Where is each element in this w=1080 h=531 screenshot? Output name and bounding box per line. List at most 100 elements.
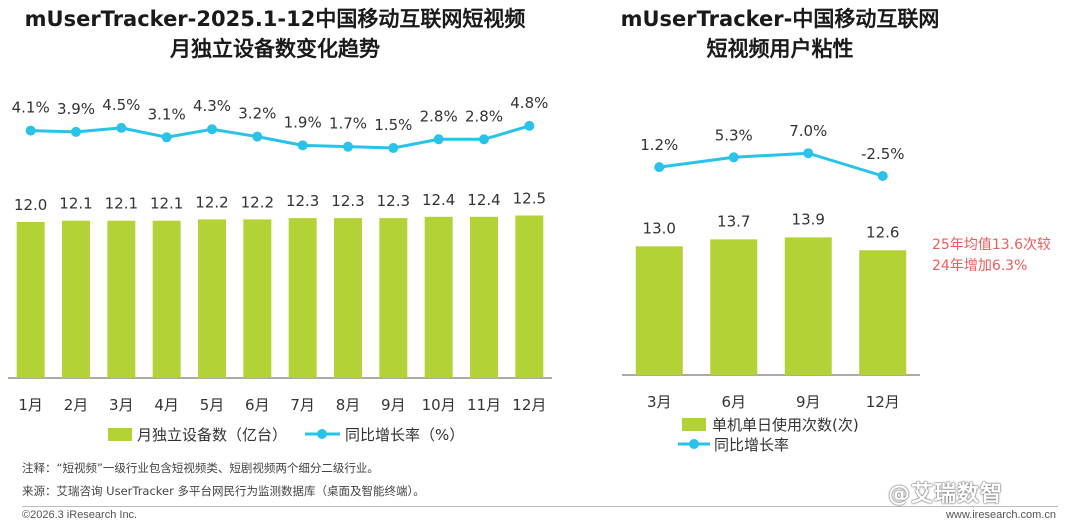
left-bar [62, 220, 90, 378]
left-bar [107, 220, 136, 378]
left-x-tick-label: 7月 [290, 396, 315, 414]
right-growth-point [654, 162, 665, 173]
left-growth-point [433, 134, 444, 145]
left-bar-value-label: 12.3 [286, 192, 319, 210]
right-bar [784, 237, 832, 375]
left-growth-label: 3.1% [148, 105, 186, 123]
left-x-tick-label: 2月 [64, 396, 89, 414]
left-growth-label: 3.9% [57, 100, 95, 118]
left-growth-point [297, 140, 308, 151]
right-x-tick-label: 6月 [721, 393, 746, 411]
copyright-text: ©2026.3 iResearch Inc. [22, 509, 138, 521]
right-bar-value-label: 12.6 [866, 223, 899, 241]
right-bar [710, 239, 758, 375]
right-growth-label: 7.0% [789, 122, 827, 140]
left-growth-point [207, 124, 217, 135]
right-legend-line-marker [689, 439, 699, 449]
left-bar-value-label: 12.4 [422, 191, 455, 209]
left-growth-point [343, 141, 353, 152]
left-bar [16, 222, 45, 378]
left-bar-value-label: 12.3 [377, 192, 410, 210]
right-growth-label: 5.3% [715, 126, 753, 144]
right-legend-bar-label: 单机单日使用次数(次) [712, 416, 859, 434]
left-growth-point [25, 125, 36, 136]
left-growth-label: 1.5% [374, 116, 412, 134]
left-bar-value-label: 12.4 [467, 191, 500, 209]
left-growth-point [524, 120, 535, 131]
website-text: www.iresearch.com.cn [945, 509, 1056, 521]
right-bar [859, 250, 907, 375]
left-chart-title: mUserTracker-2025.1-12中国移动互联网短视频 月独立设备数变… [10, 4, 540, 64]
left-bar-value-label: 12.1 [150, 195, 183, 213]
right-x-tick-label: 12月 [866, 393, 900, 411]
left-bar [379, 218, 408, 378]
right-chart-title: mUserTracker-中国移动互联网 短视频用户粘性 [600, 4, 960, 64]
left-bar [515, 215, 544, 378]
left-bar-value-label: 12.3 [331, 192, 364, 210]
watermark-logo: @艾瑞数智 [888, 482, 1004, 507]
right-bar-value-label: 13.7 [717, 212, 750, 230]
left-growth-label: 1.7% [329, 115, 367, 133]
right-legend-bar-swatch [682, 418, 706, 431]
left-bar-value-label: 12.2 [195, 193, 228, 211]
left-growth-point [71, 126, 81, 137]
left-bar [424, 216, 453, 378]
left-legend-bar-swatch [108, 428, 132, 441]
right-growth-label: 1.2% [640, 136, 678, 154]
right-x-tick-label: 9月 [796, 393, 821, 411]
left-x-tick-label: 10月 [422, 396, 456, 414]
left-bar [334, 218, 362, 378]
right-growth-line [659, 151, 884, 178]
left-bar [288, 218, 317, 378]
left-x-tick-label: 8月 [336, 396, 361, 414]
left-x-tick-label: 11月 [467, 396, 501, 414]
left-growth-label: 1.9% [284, 113, 322, 131]
left-bar [243, 219, 272, 378]
left-bar-value-label: 12.0 [14, 196, 47, 214]
left-growth-point [116, 122, 127, 133]
left-x-tick-label: 1月 [18, 396, 43, 414]
right-growth-point [728, 152, 739, 163]
right-bar-value-label: 13.9 [792, 210, 825, 228]
left-bar [470, 216, 498, 378]
right-x-tick-label: 3月 [647, 393, 672, 411]
left-growth-point [252, 131, 263, 142]
left-x-tick-label: 5月 [200, 396, 225, 414]
left-legend-line-marker [317, 429, 327, 439]
left-x-tick-label: 12月 [512, 396, 546, 414]
right-title-line2: 短视频用户粘性 [706, 37, 854, 61]
right-bar [635, 246, 683, 375]
right-annotation-line2: 24年增加6.3% [932, 258, 1027, 274]
left-legend-bar-label: 月独立设备数（亿台） [137, 426, 287, 444]
left-bar [152, 220, 181, 378]
left-title-line2: 月独立设备数变化趋势 [170, 37, 380, 61]
left-growth-label: 4.1% [12, 99, 50, 117]
left-bar-value-label: 12.2 [241, 193, 274, 211]
left-x-tick-label: 6月 [245, 396, 270, 414]
left-growth-point [161, 132, 172, 143]
left-x-tick-label: 4月 [154, 396, 179, 414]
footer-divider [22, 506, 1058, 507]
left-bar-value-label: 12.1 [59, 195, 92, 213]
left-growth-line [30, 124, 530, 150]
right-growth-point [803, 148, 814, 159]
left-title-line1: mUserTracker-2025.1-12中国移动互联网短视频 [24, 7, 526, 31]
left-x-tick-label: 9月 [381, 396, 406, 414]
right-bar-value-label: 13.0 [643, 219, 676, 237]
left-bar-value-label: 12.1 [105, 195, 138, 213]
left-growth-label: 3.2% [238, 105, 276, 123]
left-growth-point [479, 134, 489, 145]
right-growth-point [877, 171, 888, 181]
left-growth-label: 4.3% [193, 97, 231, 115]
left-growth-label: 4.8% [510, 94, 548, 112]
left-growth-label: 2.8% [465, 107, 503, 125]
left-legend-line-label: 同比增长率（%） [345, 426, 464, 444]
right-legend-line-label: 同比增长率 [714, 436, 789, 454]
left-growth-label: 2.8% [420, 107, 458, 125]
left-bar [198, 219, 226, 378]
left-bar-value-label: 12.5 [513, 190, 546, 208]
note-text: 注释：“短视频”一级行业包含短视频类、短剧视频两个细分二级行业。 [22, 461, 379, 475]
left-x-tick-label: 3月 [109, 396, 134, 414]
right-annotation-line1: 25年均值13.6次较 [932, 237, 1051, 253]
